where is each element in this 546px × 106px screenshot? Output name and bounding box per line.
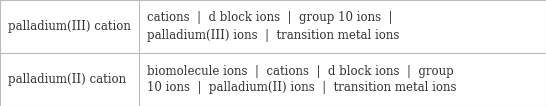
Text: palladium(II) cation: palladium(II) cation (8, 73, 126, 86)
Bar (0, 0, 139, 53)
Text: biomolecule ions  |  cations  |  d block ions  |  group
10 ions  |  palladium(II: biomolecule ions | cations | d block ion… (147, 64, 457, 95)
Bar (139, 53, 546, 106)
Bar (0, 53, 139, 106)
Text: palladium(III) cation: palladium(III) cation (8, 20, 131, 33)
Bar (139, 0, 546, 53)
Text: cations  |  d block ions  |  group 10 ions  |
palladium(III) ions  |  transition: cations | d block ions | group 10 ions |… (147, 11, 400, 42)
